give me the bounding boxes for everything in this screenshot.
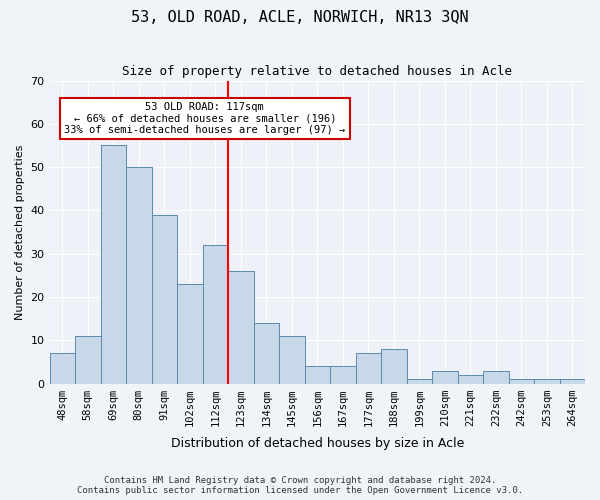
Bar [381, 349, 407, 384]
Bar [432, 370, 458, 384]
Bar [101, 146, 126, 384]
Bar [356, 353, 381, 384]
Text: 53 OLD ROAD: 117sqm
← 66% of detached houses are smaller (196)
33% of semi-detac: 53 OLD ROAD: 117sqm ← 66% of detached ho… [64, 102, 346, 135]
Bar [458, 375, 483, 384]
X-axis label: Distribution of detached houses by size in Acle: Distribution of detached houses by size … [170, 437, 464, 450]
Bar [305, 366, 330, 384]
Bar [560, 379, 585, 384]
Bar [254, 323, 279, 384]
Text: Contains HM Land Registry data © Crown copyright and database right 2024.
Contai: Contains HM Land Registry data © Crown c… [77, 476, 523, 495]
Bar [509, 379, 534, 384]
Bar [203, 245, 228, 384]
Bar [228, 271, 254, 384]
Bar [75, 336, 101, 384]
Bar [50, 353, 75, 384]
Bar [407, 379, 432, 384]
Bar [279, 336, 305, 384]
Bar [177, 284, 203, 384]
Text: 53, OLD ROAD, ACLE, NORWICH, NR13 3QN: 53, OLD ROAD, ACLE, NORWICH, NR13 3QN [131, 10, 469, 25]
Bar [126, 167, 152, 384]
Y-axis label: Number of detached properties: Number of detached properties [15, 144, 25, 320]
Bar [483, 370, 509, 384]
Bar [330, 366, 356, 384]
Bar [534, 379, 560, 384]
Bar [152, 214, 177, 384]
Title: Size of property relative to detached houses in Acle: Size of property relative to detached ho… [122, 65, 512, 78]
